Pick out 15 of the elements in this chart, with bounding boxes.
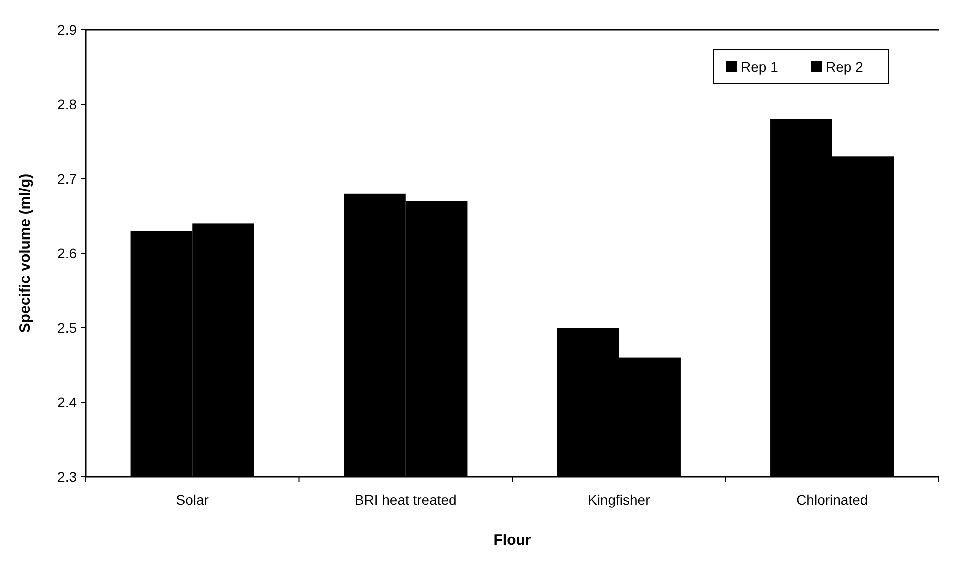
x-tick-label: Chlorinated [796,492,868,508]
y-tick-label: 2.9 [58,22,78,38]
x-tick-label: Kingfisher [588,492,651,508]
y-axis-title: Specific volume (ml/g) [17,174,34,334]
y-tick-label: 2.7 [58,170,78,187]
y-tick-label: 2.3 [58,468,78,485]
x-tick-label: Solar [176,492,210,508]
x-tick-label: BRI heat treated [354,492,457,508]
legend-label: Rep 2 [826,58,864,75]
y-tick-label: 2.4 [58,394,78,410]
legend-label: Rep 1 [741,58,779,75]
y-tick-label: 2.8 [58,96,78,112]
y-tick-label: 2.6 [58,245,78,262]
x-axis-title: Flour [494,532,532,549]
y-tick-label: 2.5 [58,320,78,336]
